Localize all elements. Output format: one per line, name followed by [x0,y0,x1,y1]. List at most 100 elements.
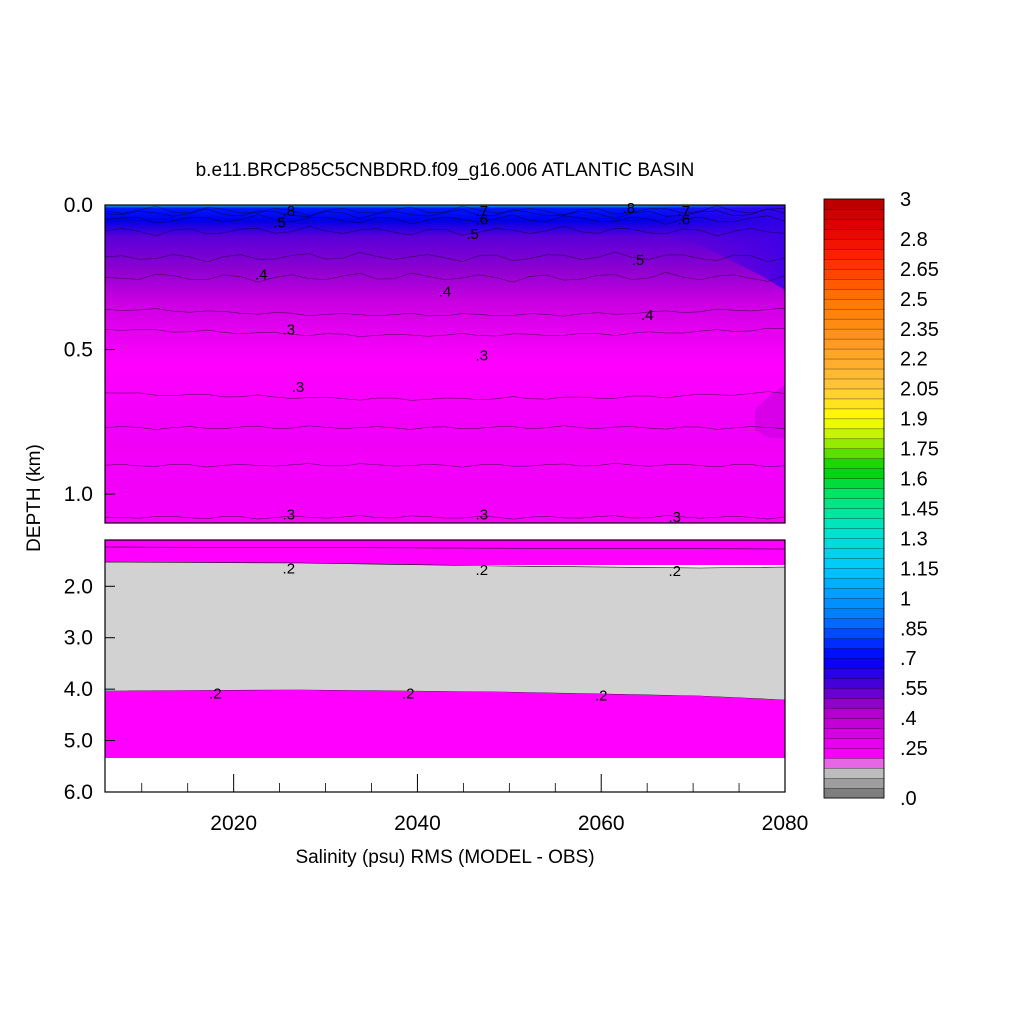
lower-panel-contour-upper [104,546,786,550]
colorbar-swatch [823,468,885,479]
colorbar-label: 1.9 [900,409,928,431]
x-tick-label: 2060 [578,812,625,835]
colorbar-swatch [823,338,885,350]
upper-panel-frame [104,204,786,524]
contour-label: .5 [632,252,645,269]
colorbar-swatch [823,648,885,659]
lower-region-gray [104,561,786,701]
upper-panel-contour-labels: .8.5.7.6.5.8.7.6.5.4.4.4.3.3.3.3.3.3 [255,200,690,526]
colorbar-label: .0 [900,788,917,810]
colorbar-swatch [823,678,885,689]
upper-y-ticks: 0.0 0.5 1.0 [64,194,115,506]
colorbar-label: 2.2 [900,349,928,371]
colorbar-swatch [823,638,885,649]
colorbar-frame [823,198,885,799]
colorbar-swatch [823,548,885,559]
colorbar-label: 2.5 [900,289,928,311]
colorbar-swatch [823,458,885,470]
colorbar-label: 1.75 [900,439,939,461]
contour-label: .6 [476,212,489,229]
colorbar-swatch [823,658,885,669]
colorbar-swatch [823,698,885,709]
upper-contour-line [104,205,786,217]
colorbar-swatch [823,398,885,410]
contour-label: .3 [476,506,489,523]
y-tick-label: 3.0 [64,627,93,650]
colorbar-swatch [823,668,885,679]
colorbar-swatch [823,688,885,699]
x-tick-label: 2020 [210,812,257,835]
colorbar-label: 3 [900,189,911,211]
contour-label: .8 [283,203,296,220]
colorbar-swatch [823,518,885,529]
lower-panel-frame [104,539,786,793]
colorbar-swatch [823,708,885,719]
colorbar-swatch [823,328,885,340]
contour-label: .3 [283,321,296,338]
colorbar-swatch [823,438,885,450]
y-tick-label: 0.0 [64,194,93,217]
colorbar-swatch [823,757,885,769]
colorbar-swatch [823,298,885,310]
colorbar-swatch [823,418,885,430]
contour-label: .2 [209,685,222,702]
colorbar-swatch [823,208,885,220]
colorbar-label: 1.15 [900,558,939,580]
contour-label: .5 [273,214,286,231]
y-tick-label: 4.0 [64,678,93,701]
colorbar-swatch [823,288,885,300]
upper-panel-contours [104,205,786,520]
colorbar-label: 2.8 [900,229,928,251]
upper-panel-deep-patch [755,385,785,438]
x-axis-label: Salinity (psu) RMS (MODEL - OBS) [295,847,594,868]
contour-label: .2 [402,685,415,702]
colorbar-swatch [823,278,885,290]
colorbar-label: .25 [900,738,928,760]
contour-label: .4 [439,284,452,301]
colorbar-swatch [823,747,885,759]
y-tick-label: 2.0 [64,575,93,598]
colorbar-label: 1.45 [900,499,939,521]
colorbar-swatch [823,268,885,280]
lower-panel-minor-ticks [141,783,740,792]
lower-y-ticks: 2.0 3.0 4.0 5.0 6.0 [64,575,115,804]
colorbar-swatch [823,218,885,230]
lower-panel: .2 .2 .2 .2 .2 .2 [104,539,786,793]
colorbar-swatch [823,378,885,390]
colorbar-swatch [823,388,885,400]
colorbar-swatch [823,308,885,320]
colorbar-label: .55 [900,678,928,700]
upper-contour-line [104,515,786,520]
chart-title: b.e11.BRCP85C5CNBDRD.f09_g16.006 ATLANTI… [196,160,695,181]
colorbar-label: 2.65 [900,259,939,281]
y-axis-label: DEPTH (km) [24,444,45,552]
colorbar-swatch [823,787,885,799]
colorbar-swatch [823,448,885,460]
colorbar-swatch [823,258,885,270]
upper-contour-line [104,251,786,263]
colorbar-swatch [823,588,885,599]
colorbar-swatch [823,428,885,440]
colorbar-swatch [823,618,885,629]
colorbar-labels: 3 2.8 2.65 2.5 2.35 2.2 2.05 1.9 1.75 1.6 1.45 1.3 1… [900,189,939,810]
lower-region-top [105,540,785,565]
colorbar-swatch [823,228,885,240]
contour-label: .3 [292,379,305,396]
colorbar-swatch [823,578,885,589]
upper-contour-line [104,225,786,237]
contour-label: .7 [678,203,691,220]
x-ticks: 2020 2040 2060 2080 [210,774,808,835]
colorbar-swatch [823,767,885,779]
contour-label: .2 [595,687,608,704]
contour-label: .4 [255,266,268,283]
colorbar-swatch [823,348,885,360]
upper-contour-line [104,462,786,468]
colorbar-label: 1 [900,588,911,610]
upper-panel-field [105,205,785,523]
contour-label: .6 [678,212,691,229]
colorbar-swatch [823,538,885,549]
upper-contour-line [104,391,786,401]
colorbar-swatch [823,498,885,509]
upper-contour-line [104,307,786,317]
colorbar-swatch [823,238,885,250]
